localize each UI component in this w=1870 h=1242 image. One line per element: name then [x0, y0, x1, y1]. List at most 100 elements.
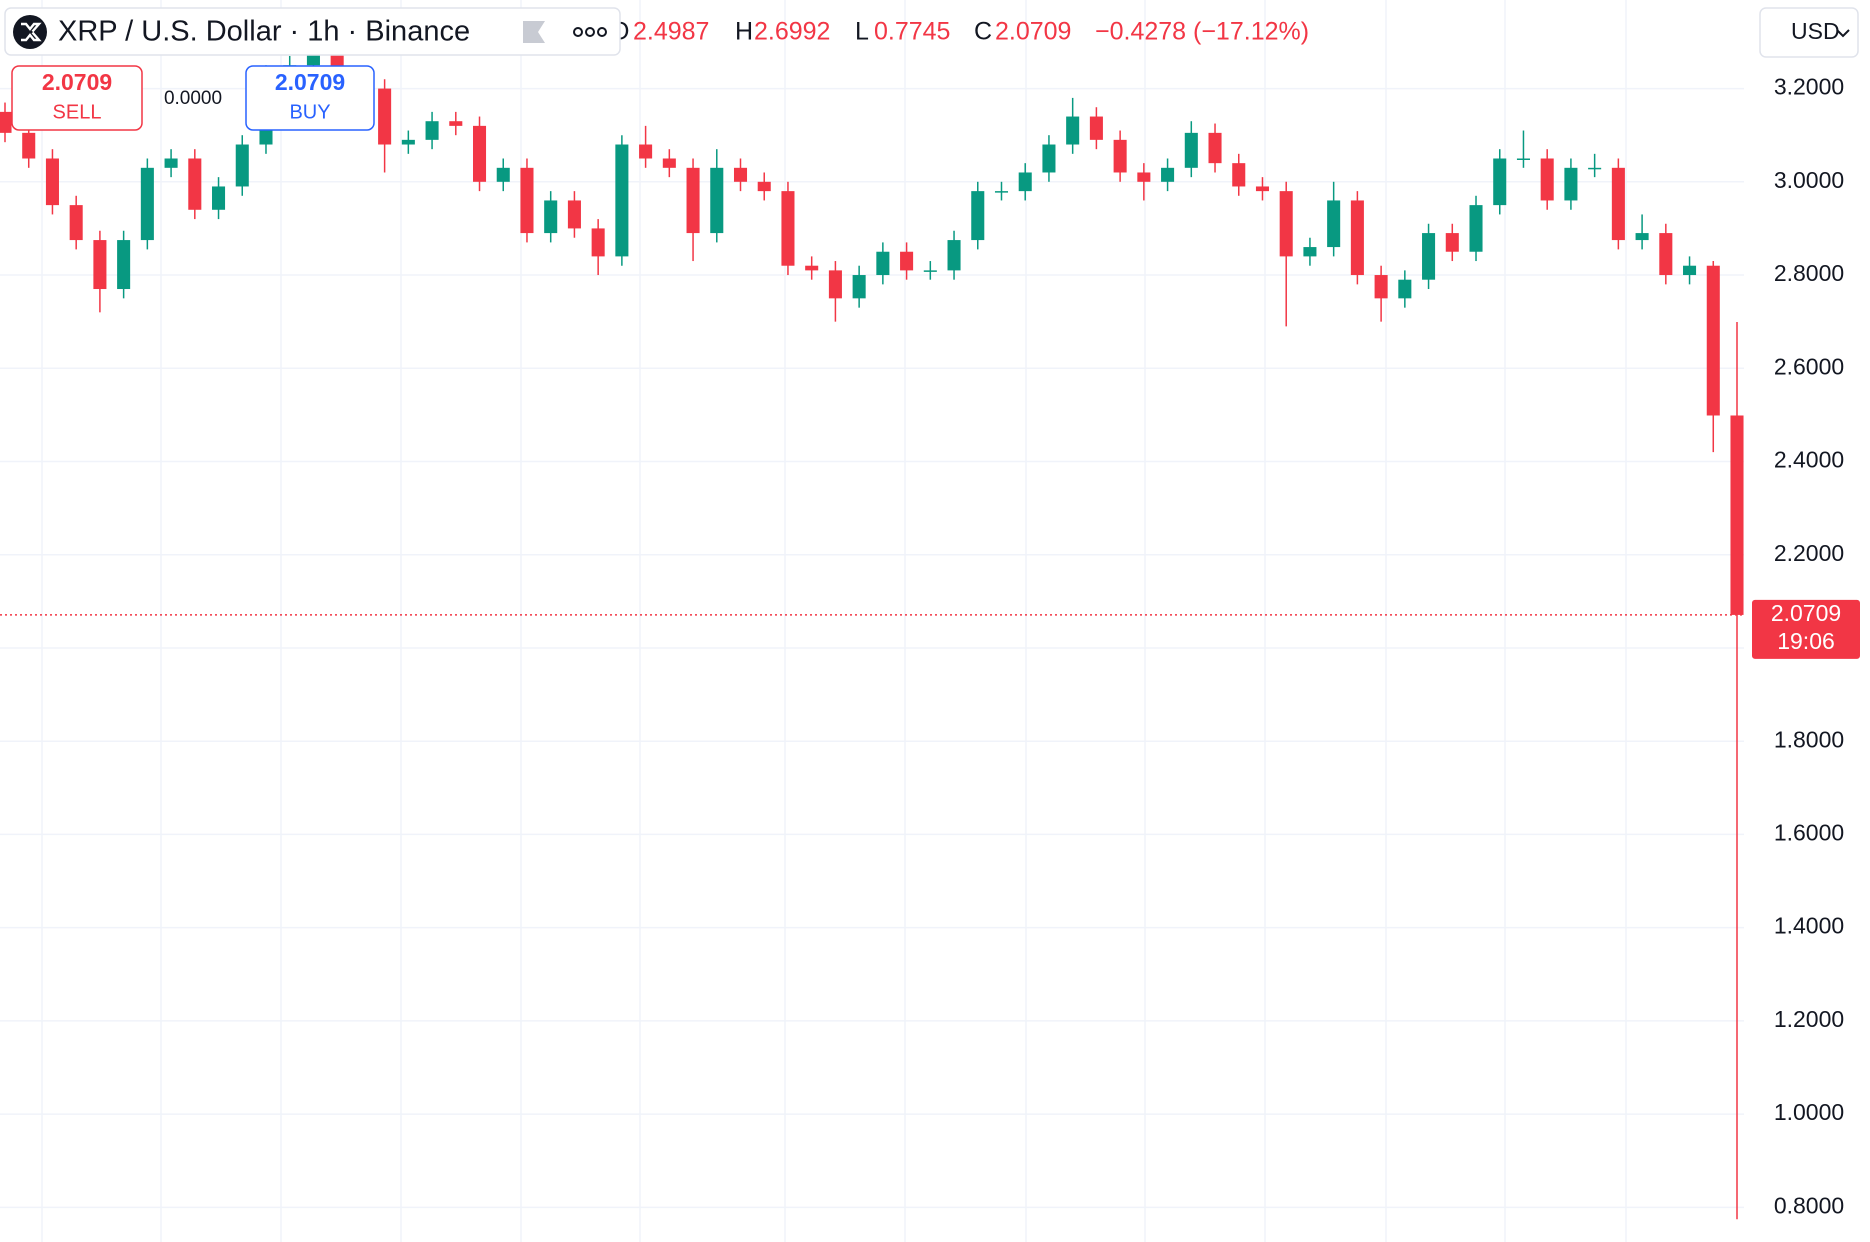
candle-body: [1706, 265, 1720, 416]
candle-body: [449, 121, 463, 126]
buy-box[interactable]: [245, 65, 375, 131]
y-tick-label: 2.4000: [1774, 447, 1844, 473]
candle-body: [1422, 233, 1436, 280]
ohlc-value: 0.7745: [874, 18, 950, 46]
symbol-title: XRP / U.S. Dollar · 1h · Binance: [58, 16, 470, 48]
candle-body: [781, 191, 795, 266]
ohlc-value: 2.4987: [633, 18, 709, 46]
candle-body: [1350, 200, 1364, 276]
candle-body: [1374, 275, 1388, 299]
candle-body: [567, 200, 581, 229]
candle-body: [1564, 167, 1578, 201]
candle-body: [164, 158, 178, 168]
candle-body: [1137, 172, 1151, 182]
buy-price: 2.0709: [275, 69, 345, 95]
candle-body: [662, 158, 676, 168]
ohlc-key: L: [855, 18, 869, 46]
candle-body: [639, 144, 653, 159]
candle-body: [1161, 167, 1175, 182]
candle-body: [1469, 205, 1483, 252]
dot: [585, 27, 595, 37]
xrp-logo: [21, 22, 42, 42]
currency-select[interactable]: USD: [1759, 7, 1859, 58]
candle-body: [45, 158, 59, 206]
candle-body: [994, 191, 1009, 193]
candle-body: [520, 167, 534, 234]
candle-body: [1588, 167, 1602, 170]
candle-body: [378, 88, 392, 145]
candle-body: [472, 125, 487, 182]
dot: [597, 27, 607, 37]
candle-body: [947, 240, 961, 271]
y-tick-label: 2.8000: [1774, 260, 1844, 286]
title-box[interactable]: [4, 7, 621, 56]
buy-label: BUY: [289, 101, 330, 123]
candle-body: [1327, 200, 1341, 248]
candle-body: [1208, 132, 1222, 164]
change: −0.4278 (−17.12%): [1095, 18, 1309, 46]
candle-body: [235, 144, 249, 187]
candle-body: [1018, 172, 1032, 192]
y-tick-label: 3.2000: [1774, 74, 1844, 100]
flag-icon[interactable]: [523, 21, 545, 43]
sell-label: SELL: [53, 101, 102, 123]
candle-body: [1066, 116, 1080, 145]
candle-body: [1659, 233, 1673, 276]
sell-price: 2.0709: [42, 69, 112, 95]
candle-body: [757, 181, 771, 192]
spread: 0.0000: [164, 88, 222, 109]
candle-body: [900, 251, 914, 271]
more-button[interactable]: [573, 27, 607, 37]
candle-body: [1730, 415, 1744, 615]
candle-body: [1445, 233, 1459, 252]
candle-body: [1635, 233, 1649, 241]
candle-body: [496, 167, 510, 182]
candle-body: [544, 200, 558, 234]
candle-body: [401, 139, 415, 145]
sell-box[interactable]: [11, 65, 143, 131]
candle-body: [591, 228, 605, 257]
candle-body: [971, 191, 985, 241]
candle-body: [1042, 144, 1056, 173]
candle-body: [93, 240, 107, 290]
candle-body: [710, 167, 724, 234]
y-tick-label: 1.8000: [1774, 726, 1844, 752]
candle-body: [140, 167, 154, 241]
candle-body: [1113, 139, 1127, 173]
y-tick-label: 1.0000: [1774, 1099, 1844, 1125]
last-price-box: [1752, 599, 1860, 659]
candle-body: [117, 240, 131, 290]
candle-body: [69, 205, 83, 241]
candle-body: [852, 275, 866, 299]
candle-body: [0, 111, 12, 133]
currency-box[interactable]: [1759, 7, 1859, 58]
candle-body: [1255, 186, 1270, 192]
candle-body: [188, 158, 202, 210]
candle-body: [1232, 163, 1246, 187]
candle-body: [733, 167, 748, 182]
candle-body: [686, 167, 700, 234]
candle-body: [22, 132, 36, 159]
dot: [573, 27, 583, 37]
chevron: [1836, 29, 1850, 38]
candle-body: [1493, 158, 1507, 206]
currency: USD: [1791, 18, 1840, 44]
price-grid: [0, 87, 1744, 1209]
candle-body: [1398, 279, 1412, 299]
candle-body: [1683, 265, 1697, 276]
sell-button[interactable]: 2.0709 SELL: [11, 65, 143, 131]
buy-button[interactable]: 2.0709 BUY: [245, 65, 375, 131]
candle-body: [1516, 158, 1530, 160]
candle-body: [212, 186, 226, 210]
ohlc-key: C: [974, 18, 992, 46]
candle-body: [1089, 116, 1103, 140]
y-tick-label: 1.2000: [1774, 1006, 1844, 1032]
candle-body: [828, 270, 842, 299]
candle-body: [1611, 167, 1625, 241]
ohlc-key: H: [735, 18, 753, 46]
candle-body: [1303, 247, 1317, 257]
